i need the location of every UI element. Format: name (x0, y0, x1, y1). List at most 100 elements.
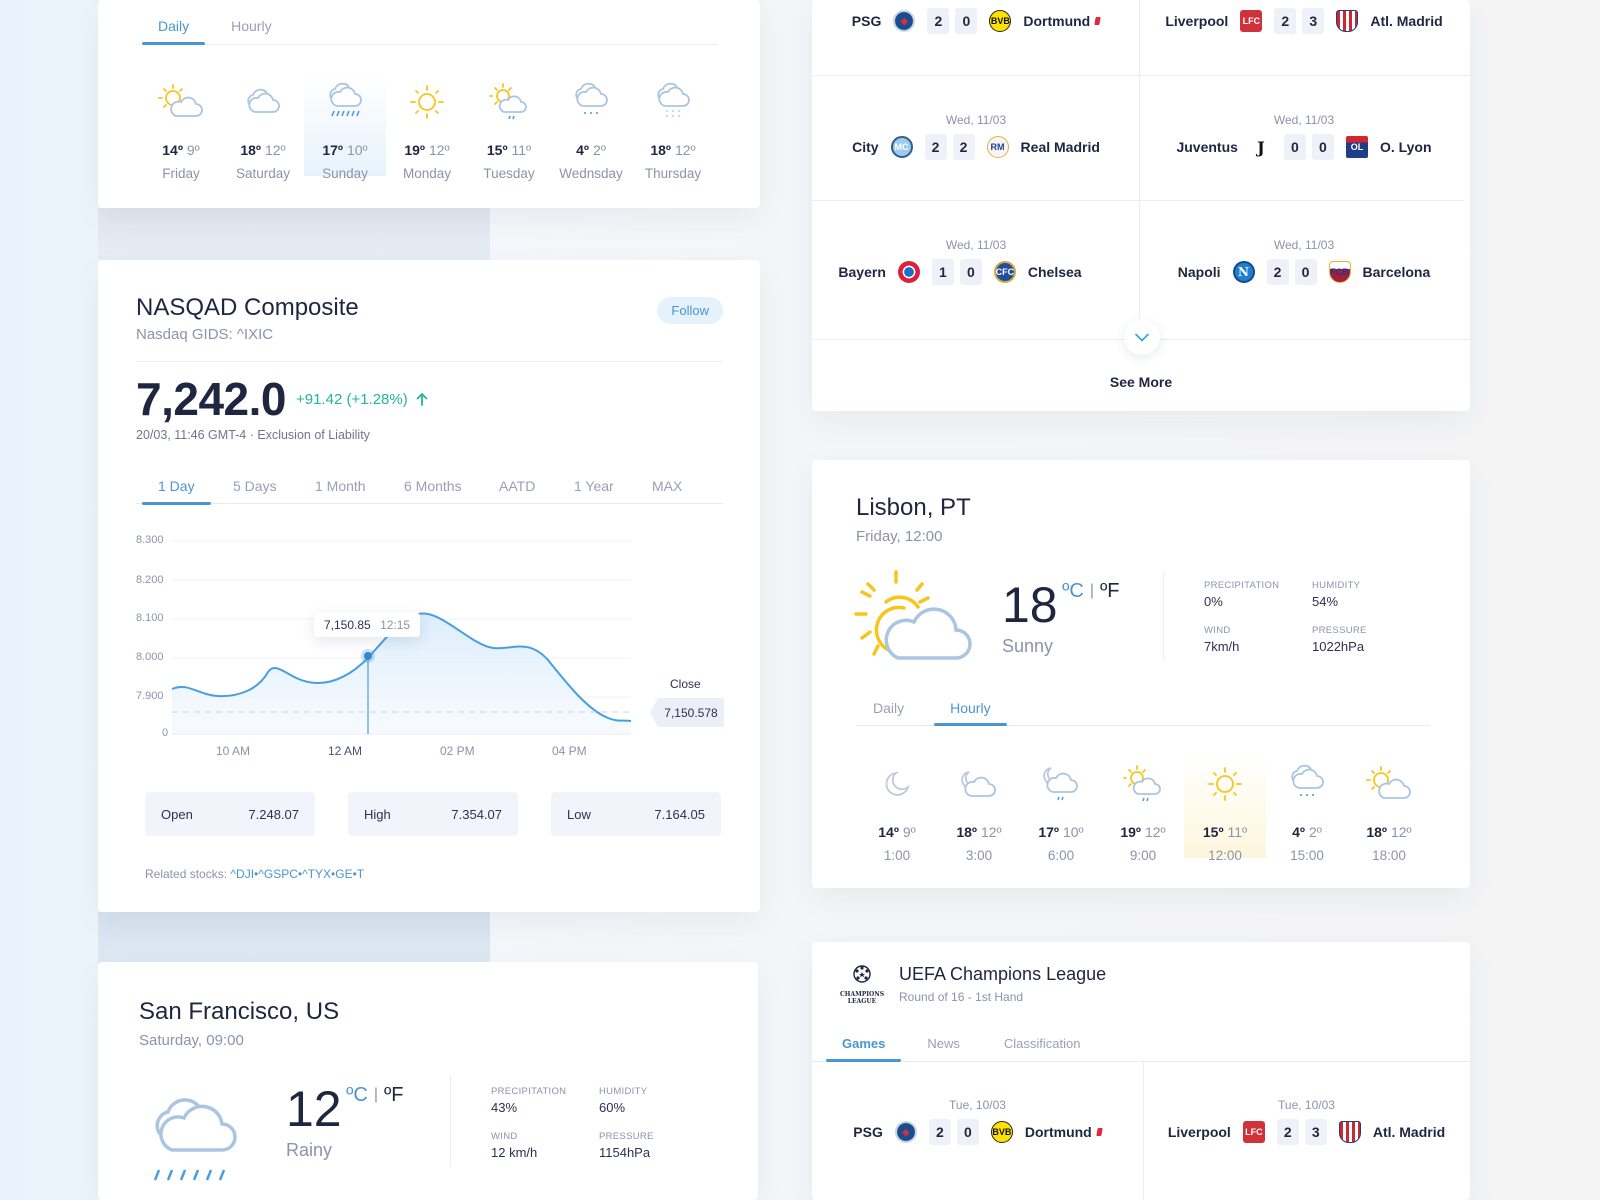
psg-crest-icon: ◆ (893, 10, 916, 32)
background-strip (98, 912, 490, 964)
forecast-hour-selected[interactable]: 15º 11º 12:00 (1184, 728, 1266, 863)
forecast-day[interactable]: 4º 2º Wednsday (550, 46, 632, 181)
match-date: Wed, 11/03 (945, 238, 1007, 252)
match-item[interactable]: Tue, 10/03 Liverpool LFC 2 3 Atl. Madrid (1143, 1098, 1470, 1200)
hour-label: 9:00 (1129, 848, 1157, 863)
away-score: 2 (952, 134, 975, 160)
forecast-hour[interactable]: 17º 10º 6:00 (1020, 728, 1102, 863)
stat-label: High (364, 806, 391, 822)
tab-aatd[interactable]: AATD (499, 478, 536, 494)
stat-pressure: PRESSURE 1022hPa (1312, 625, 1367, 654)
expand-button[interactable] (1124, 319, 1160, 355)
sun-cloud-rain-icon (1102, 760, 1184, 808)
away-team: Atl. Madrid (1370, 13, 1443, 29)
dortmund-crest-icon: BVB (990, 1121, 1013, 1143)
forecast-day[interactable]: 18º 12º Saturday (222, 46, 304, 181)
close-value: 7,150.578 (664, 705, 718, 720)
unit-fahrenheit[interactable]: ºF (1099, 580, 1120, 602)
atletico-crest-icon (1336, 10, 1359, 32)
cloud-snow-icon (1266, 760, 1348, 808)
home-team: Liverpool (1167, 1124, 1231, 1140)
match-item[interactable]: Liverpool LFC 2 3 Atl. Madrid (1140, 0, 1468, 125)
sun-cloud-icon (854, 570, 976, 667)
tab-news[interactable]: News (927, 1036, 960, 1051)
x-tick: 02 PM (440, 744, 475, 758)
related-stocks: Related stocks: ^DJI•^GSPC•^TYX•GE•T (145, 867, 364, 881)
ucl-card: CHAMPIONS LEAGUE UEFA Champions League R… (812, 942, 1470, 1200)
tab-daily[interactable]: Daily (141, 18, 206, 45)
away-team: Dortmund (1024, 1124, 1092, 1140)
high-temp: 19º (404, 142, 426, 158)
divider (812, 75, 1470, 76)
day-label: Tuesday (483, 166, 535, 181)
match-item[interactable]: Wed, 11/03 Juventus J 0 0 OL O. Lyon (1140, 113, 1468, 238)
cloud-icon (222, 78, 304, 126)
home-team: PSG (851, 13, 882, 29)
day-label: Saturday (235, 166, 291, 181)
forecast-hour[interactable]: 14º 9º 1:00 (856, 728, 938, 863)
forecast-hour[interactable]: 19º 12º 9:00 (1102, 728, 1184, 863)
unit-celsius[interactable]: ºC (1062, 580, 1084, 602)
lisbon-tabs: Daily Hourly (856, 700, 1430, 726)
forecast-hour[interactable]: 4º 2º 15:00 (1266, 728, 1348, 863)
match-item[interactable]: Wed, 11/03 Napoli N 2 0 FCB Barcelona (1140, 238, 1468, 363)
tab-daily[interactable]: Daily (873, 700, 905, 716)
tab-hourly[interactable]: Hourly (933, 700, 1008, 726)
divider (1139, 0, 1140, 339)
tab-1-year[interactable]: 1 Year (574, 478, 614, 494)
related-label: Related stocks: (145, 867, 228, 881)
follow-button[interactable]: Follow (657, 297, 723, 324)
match-item[interactable]: Tue, 10/03 PSG ◆ 2 0 BVB Dortmund (812, 1098, 1143, 1200)
match-item[interactable]: Wed, 11/03 Bayern 1 0 CFC Chelsea (812, 238, 1140, 363)
tab-6-months[interactable]: 6 Months (404, 478, 462, 494)
related-links[interactable]: ^DJI•^GSPC•^TYX•GE•T (230, 867, 365, 881)
high-temp: 14º (162, 142, 183, 158)
forecast-hour[interactable]: 18º 12º 18:00 (1348, 728, 1430, 863)
low-temp: 2º (592, 142, 606, 158)
sun-cloud-icon (1348, 760, 1430, 808)
tab-1-day[interactable]: 1 Day (142, 478, 210, 505)
hour-label: 18:00 (1372, 848, 1406, 863)
see-more-button[interactable]: See More (1109, 374, 1173, 390)
unit-celsius[interactable]: ºC (346, 1084, 368, 1106)
away-team: Barcelona (1362, 264, 1431, 280)
away-score: 0 (959, 259, 982, 285)
home-score: 2 (924, 134, 947, 160)
high-temp: 4º (576, 142, 590, 158)
forecast-day[interactable]: 14º 9º Friday (140, 46, 222, 181)
champions-league-logo-icon: CHAMPIONS LEAGUE (840, 964, 884, 1005)
high-temp: 15º (486, 142, 508, 158)
sun-cloud-rain-icon (468, 78, 550, 126)
chevron-down-icon (1135, 333, 1149, 342)
y-tick: 8.100 (136, 612, 164, 624)
low-temp: 9º (186, 142, 200, 158)
tab-1-month[interactable]: 1 Month (315, 478, 366, 494)
forecast-day[interactable]: 18º 12º Thursday (632, 46, 714, 181)
unit-separator: | (1089, 582, 1094, 599)
unit-fahrenheit[interactable]: ºF (383, 1084, 404, 1106)
sun-cloud-icon (140, 78, 222, 126)
forecast-row: 14º 9º Friday 18º 12º Saturday 17º 10º S… (140, 46, 714, 181)
tab-5-days[interactable]: 5 Days (233, 478, 277, 494)
y-tick: 0 (162, 727, 169, 739)
tab-max[interactable]: MAX (652, 478, 683, 494)
forecast-day[interactable]: 19º 12º Monday (386, 46, 468, 181)
hour-label: 3:00 (965, 848, 993, 863)
tab-classification[interactable]: Classification (1003, 1036, 1081, 1051)
forecast-day-selected[interactable]: 17º 10º Sunday (304, 46, 386, 181)
forecast-day[interactable]: 15º 11º Tuesday (468, 46, 550, 181)
match-date: Tue, 10/03 (1278, 1098, 1335, 1112)
forecast-hour[interactable]: 18º 12º 3:00 (938, 728, 1020, 863)
day-label: Monday (402, 166, 452, 181)
tab-games[interactable]: Games (825, 1036, 902, 1062)
home-score: 2 (1276, 1119, 1299, 1145)
lisbon-weather-card: Lisbon, PT Friday, 12:00 18 ºC | ºF Sunny … (812, 460, 1470, 888)
match-item[interactable]: PSG ◆ 2 0 BVB Dortmund (812, 0, 1140, 125)
chart-tooltip: 7,150.85 12:15 (314, 613, 421, 637)
day-label: Sunday (322, 166, 368, 181)
match-item[interactable]: Wed, 11/03 City MC 2 2 RM Real Madrid (812, 113, 1140, 238)
stat-wind: WIND 12 km/h (491, 1131, 538, 1160)
tab-hourly[interactable]: Hourly (231, 18, 272, 34)
liverpool-crest-icon: LFC (1242, 1121, 1265, 1143)
stock-chart[interactable]: 8.300 8.200 8.100 8.000 7.900 0 10 AM 12… (98, 530, 760, 760)
